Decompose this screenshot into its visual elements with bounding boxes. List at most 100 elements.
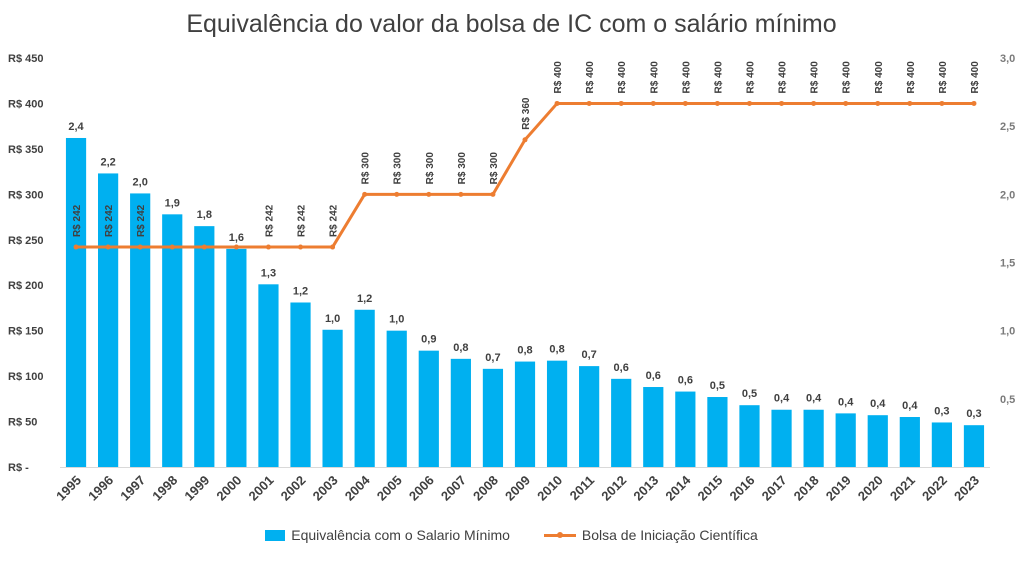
x-tick-2001: 2001 — [246, 473, 277, 504]
x-tick-2018: 2018 — [791, 473, 822, 504]
line-point-2012 — [618, 100, 624, 106]
line-label-2008: R$ 300 — [489, 152, 500, 185]
bar-label-2012: 0,6 — [614, 362, 629, 374]
line-point-2017 — [779, 100, 785, 106]
line-point-2010 — [554, 100, 560, 106]
right-axis-tick-1: 1,0 — [1000, 326, 1015, 338]
bar-2022 — [931, 422, 952, 467]
left-axis-tick-0: R$ - — [8, 462, 29, 474]
bar-2004 — [354, 309, 375, 467]
line-point-2019 — [843, 100, 849, 106]
bar-2000 — [226, 248, 247, 467]
bar-label-1999: 1,8 — [197, 209, 212, 221]
bar-2017 — [771, 409, 792, 467]
bar-label-2020: 0,4 — [870, 398, 886, 410]
line-label-2009: R$ 360 — [521, 97, 532, 130]
line-label-2022: R$ 400 — [938, 61, 949, 94]
bar-label-2014: 0,6 — [678, 375, 693, 387]
line-point-2007 — [458, 191, 464, 197]
bar-2012 — [611, 378, 632, 467]
bar-2013 — [643, 387, 664, 467]
line-label-2014: R$ 400 — [681, 61, 692, 94]
bar-label-2019: 0,4 — [838, 396, 854, 408]
line-point-2004 — [362, 191, 368, 197]
line-label-2006: R$ 300 — [425, 152, 436, 185]
left-axis-tick-100: R$ 100 — [8, 371, 43, 383]
bar-1995 — [65, 137, 87, 467]
line-label-2010: R$ 400 — [553, 61, 564, 94]
x-tick-1995: 1995 — [53, 473, 84, 504]
line-point-2016 — [746, 100, 752, 106]
line-label-2021: R$ 400 — [906, 61, 917, 94]
x-tick-2008: 2008 — [470, 473, 501, 504]
left-axis-tick-50: R$ 50 — [8, 417, 37, 429]
line-label-2011: R$ 400 — [585, 61, 596, 94]
line-label-2001: R$ 242 — [264, 204, 275, 237]
line-label-2019: R$ 400 — [842, 61, 853, 94]
bar-label-1997: 2,0 — [133, 176, 148, 188]
line-label-2002: R$ 242 — [297, 204, 308, 237]
legend-bar-swatch — [265, 529, 286, 541]
line-point-2023 — [971, 100, 977, 106]
bar-label-2023: 0,3 — [966, 408, 981, 420]
left-axis-tick-300: R$ 300 — [8, 189, 43, 201]
bar-label-2001: 1,3 — [261, 267, 276, 279]
x-tick-2017: 2017 — [759, 473, 790, 504]
line-point-1999 — [201, 244, 207, 250]
bar-label-2003: 1,0 — [325, 313, 340, 325]
bar-label-2021: 0,4 — [902, 400, 918, 412]
bar-label-2018: 0,4 — [806, 393, 822, 405]
line-point-2018 — [811, 100, 817, 106]
left-axis-tick-200: R$ 200 — [8, 280, 43, 292]
x-tick-2022: 2022 — [919, 473, 950, 504]
x-tick-2011: 2011 — [567, 473, 598, 504]
legend-item-bars: Equivalência com o Salario Mínimo — [265, 527, 510, 543]
line-label-2017: R$ 400 — [778, 61, 789, 94]
x-tick-1997: 1997 — [117, 473, 148, 504]
x-tick-2005: 2005 — [374, 473, 405, 504]
bar-2020 — [867, 415, 888, 467]
line-point-2002 — [298, 244, 304, 250]
bar-2008 — [482, 368, 504, 467]
bar-label-1996: 2,2 — [100, 156, 115, 168]
bar-2014 — [675, 391, 696, 467]
x-tick-1996: 1996 — [85, 473, 116, 504]
line-label-2018: R$ 400 — [810, 61, 821, 94]
line-label-2007: R$ 300 — [457, 152, 468, 185]
line-label-2015: R$ 400 — [713, 61, 724, 94]
bar-2018 — [803, 409, 824, 467]
bar-label-2022: 0,3 — [934, 405, 949, 417]
bar-label-1995: 2,4 — [68, 121, 84, 133]
line-point-2009 — [522, 137, 528, 143]
bar-2007 — [450, 358, 471, 467]
line-point-1997 — [137, 244, 143, 250]
bar-1998 — [162, 214, 183, 467]
line-point-2022 — [939, 100, 945, 106]
bar-2003 — [322, 329, 343, 467]
line-point-2015 — [714, 100, 720, 106]
x-tick-1998: 1998 — [149, 473, 180, 504]
left-axis-tick-150: R$ 150 — [8, 326, 43, 338]
line-label-2016: R$ 400 — [745, 61, 756, 94]
line-point-2005 — [394, 191, 400, 197]
line-point-2014 — [682, 100, 688, 106]
right-axis-tick-0: 0,5 — [1000, 394, 1015, 406]
x-tick-2013: 2013 — [630, 473, 661, 504]
line-point-1995 — [73, 244, 79, 250]
bar-2023 — [963, 425, 985, 467]
bar-2021 — [899, 417, 920, 467]
line-point-2003 — [330, 244, 336, 250]
bar-2009 — [514, 361, 536, 467]
line-label-2003: R$ 242 — [329, 204, 340, 237]
x-tick-2023: 2023 — [951, 473, 982, 504]
bar-2006 — [418, 350, 439, 467]
right-axis-tick-2: 1,5 — [1000, 258, 1015, 270]
line-point-2013 — [650, 100, 656, 106]
bar-label-2005: 1,0 — [389, 314, 404, 326]
legend-item-line: Bolsa de Iniciação Científica — [543, 527, 758, 543]
bar-2011 — [579, 366, 600, 467]
line-point-2006 — [426, 191, 432, 197]
line-point-2001 — [265, 244, 271, 250]
line-label-2020: R$ 400 — [874, 61, 885, 94]
